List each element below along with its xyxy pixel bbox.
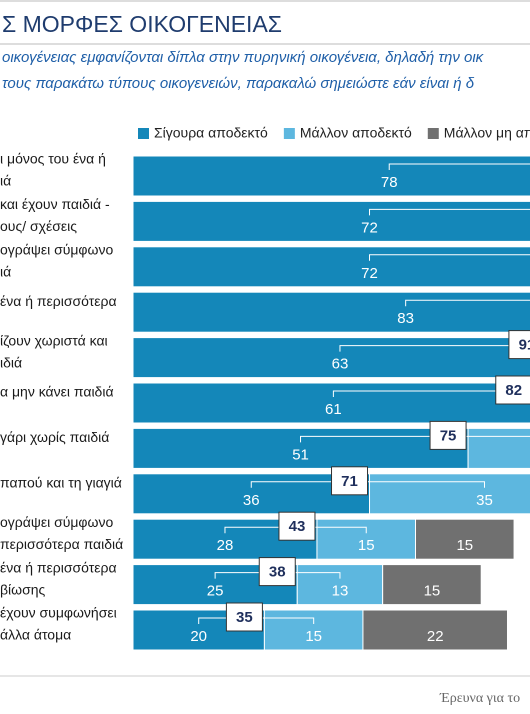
category-label: ιδιά bbox=[0, 354, 22, 370]
bar-segment bbox=[369, 473, 530, 515]
category-label: ιά bbox=[0, 173, 11, 189]
legend-label: Μάλλον μη απο bbox=[444, 125, 530, 141]
subtitle: τους παρακάτω τύπους οικογενειών, παρακα… bbox=[2, 75, 475, 92]
category-label: ένα ή περισσότερα bbox=[0, 293, 117, 309]
legend-swatch bbox=[283, 128, 295, 139]
total-bracket bbox=[300, 435, 530, 443]
value-label: 78 bbox=[381, 174, 398, 191]
total-label: 43 bbox=[289, 518, 306, 535]
total-bracket bbox=[339, 345, 530, 352]
value-label: 63 bbox=[332, 356, 349, 373]
legend-label: Σίγουρα αποδεκτό bbox=[154, 125, 268, 141]
value-label: 61 bbox=[325, 401, 342, 418]
category-label: και έχουν παιδιά - bbox=[0, 196, 110, 212]
bar-segment bbox=[467, 427, 530, 469]
bar-segment bbox=[263, 609, 364, 651]
total-bracket bbox=[332, 390, 530, 397]
total-box bbox=[225, 602, 263, 632]
legend-swatch bbox=[138, 128, 149, 139]
bar-segment bbox=[132, 382, 530, 424]
bar-segment bbox=[415, 518, 515, 560]
bar-segment bbox=[132, 155, 530, 197]
bar-segment bbox=[296, 564, 384, 606]
category-label: άλλα άτομα bbox=[0, 627, 71, 643]
value-label: 36 bbox=[243, 492, 260, 509]
chart-title: Σ ΜΟΡΦΕΣ ΟΙΚΟΓΕΝΕΙΑΣ bbox=[2, 11, 282, 37]
value-label: 22 bbox=[427, 628, 444, 645]
total-label: 91 bbox=[519, 337, 530, 354]
subtitle: οικογένειας εμφανίζονται δίπλα στην πυρη… bbox=[2, 49, 485, 66]
total-box bbox=[508, 330, 530, 360]
total-box bbox=[278, 511, 316, 541]
value-label: 28 bbox=[217, 537, 234, 554]
total-bracket bbox=[388, 163, 530, 170]
total-box bbox=[429, 420, 467, 450]
total-box bbox=[495, 375, 530, 405]
bar-segment bbox=[362, 609, 508, 651]
value-label: 15 bbox=[424, 583, 441, 600]
bar-segment bbox=[316, 518, 417, 560]
total-label: 38 bbox=[269, 564, 286, 581]
category-label: ίζουν χωριστά και bbox=[0, 332, 108, 348]
footer: Έρευνα για το bbox=[439, 691, 520, 706]
bar-segment bbox=[382, 564, 482, 606]
bar-segment bbox=[132, 473, 371, 515]
total-box bbox=[258, 557, 296, 587]
category-label: γάρι χωρίς παιδιά bbox=[0, 429, 109, 445]
value-label: 15 bbox=[456, 537, 473, 554]
total-box bbox=[331, 466, 369, 496]
category-label: ι μόνος του ένα ή bbox=[0, 151, 106, 167]
bar-segment bbox=[132, 246, 530, 288]
bar-segment bbox=[132, 200, 530, 242]
value-label: 72 bbox=[361, 265, 378, 282]
category-label: περισσότερα παιδιά bbox=[0, 536, 123, 552]
total-label: 35 bbox=[236, 609, 253, 626]
category-label: παπού και τη γιαγιά bbox=[0, 475, 122, 491]
category-label: ογράψει σύμφωνο bbox=[0, 514, 113, 530]
total-label: 82 bbox=[505, 382, 522, 399]
value-label: 25 bbox=[207, 583, 224, 600]
bar-segment bbox=[132, 337, 530, 379]
legend-swatch bbox=[427, 128, 439, 139]
category-label: βίωσης bbox=[0, 581, 46, 597]
total-label: 71 bbox=[341, 473, 358, 490]
bar-segment bbox=[132, 291, 530, 333]
category-label: ιά bbox=[0, 264, 11, 280]
value-label: 20 bbox=[190, 628, 207, 645]
value-label: 83 bbox=[397, 310, 414, 327]
value-label: 13 bbox=[332, 583, 349, 600]
category-label: ους/ σχέσεις bbox=[0, 218, 77, 234]
category-label: α μην κάνει παιδιά bbox=[0, 384, 114, 400]
value-label: 15 bbox=[358, 537, 375, 554]
category-label: ογράψει σύμφωνο bbox=[0, 242, 113, 258]
legend-label: Μάλλον αποδεκτό bbox=[300, 125, 412, 141]
category-label: έχουν συμφωνήσει bbox=[0, 605, 117, 621]
total-bracket bbox=[405, 299, 530, 307]
category-label: ένα ή περισσότερα bbox=[0, 559, 117, 575]
value-label: 72 bbox=[361, 219, 378, 236]
total-bracket bbox=[369, 208, 530, 216]
value-label: 51 bbox=[292, 446, 309, 463]
total-label: 75 bbox=[440, 427, 457, 444]
total-bracket bbox=[369, 254, 530, 261]
value-label: 35 bbox=[476, 492, 493, 509]
value-label: 15 bbox=[305, 628, 322, 645]
